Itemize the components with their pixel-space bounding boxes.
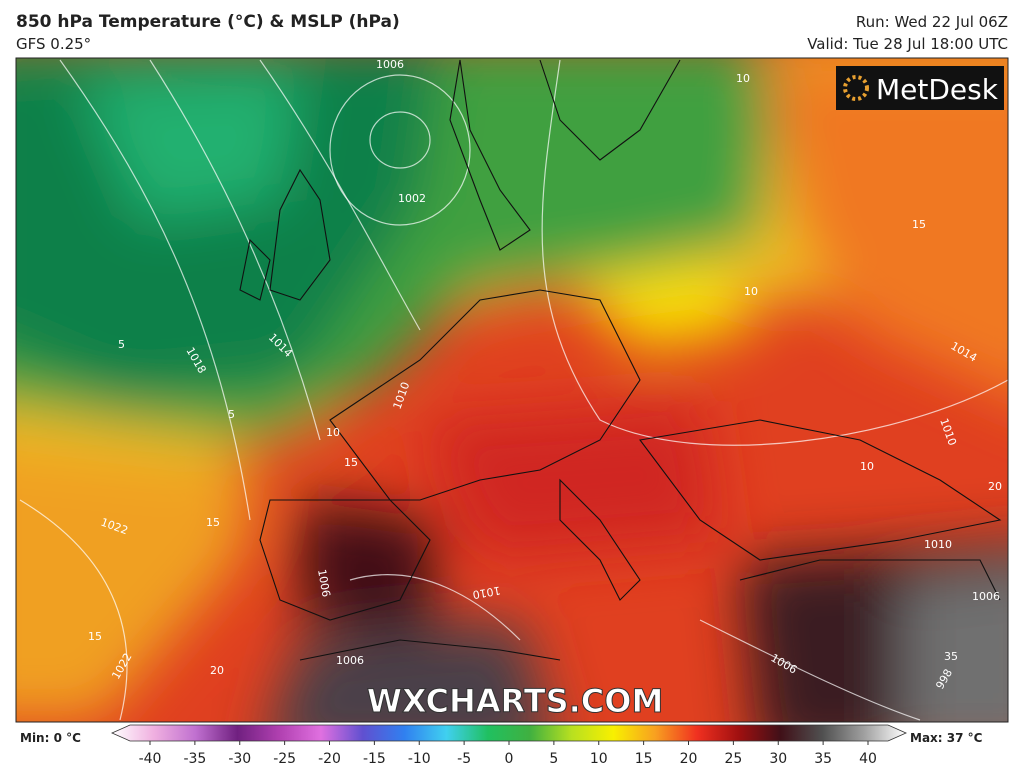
colorbar-tick-label: 0 xyxy=(505,751,514,767)
contour-label: 10 xyxy=(744,285,758,298)
contour-label: 5 xyxy=(118,338,125,351)
watermark: WXCHARTS.COM xyxy=(367,682,664,720)
contour-label: 15 xyxy=(206,516,220,529)
colorbar-tick-label: -30 xyxy=(228,751,251,767)
colorbar-bar xyxy=(111,724,907,742)
colorbar-tick-label: -35 xyxy=(183,751,206,767)
contour-label: 1006 xyxy=(972,590,1000,603)
colorbar-tick-label: -40 xyxy=(139,751,162,767)
title: 850 hPa Temperature (°C) & MSLP (hPa) xyxy=(16,12,400,32)
colorbar-tick-label: -10 xyxy=(408,751,431,767)
contour-label: 1010 xyxy=(472,584,502,602)
contour-label: 10 xyxy=(860,460,874,473)
contour-label: 15 xyxy=(912,218,926,231)
colorbar-tick-label: 25 xyxy=(724,751,742,767)
contour-label: 35 xyxy=(944,650,958,663)
contour-label: 15 xyxy=(88,630,102,643)
colorbar-tick-label: 10 xyxy=(590,751,608,767)
colorbar-tick-label: 15 xyxy=(635,751,653,767)
colorbar: -40 -35 -30 -25 -20 -15 -10 -5 0 5 10 15 20 25 30 35 40 xyxy=(111,724,907,767)
contour-label: 20 xyxy=(210,664,224,677)
colorbar-tick-label: 40 xyxy=(859,751,877,767)
colorbar-tick-label: -20 xyxy=(318,751,341,767)
contour-label: 10 xyxy=(326,426,340,439)
valid-time: Valid: Tue 28 Jul 18:00 UTC xyxy=(807,35,1008,53)
max-label: Max: 37 °C xyxy=(910,731,983,745)
logo: MetDesk xyxy=(836,66,1004,110)
colorbar-tick-label: -5 xyxy=(457,751,471,767)
contour-label: 1006 xyxy=(315,568,333,598)
run-time: Run: Wed 22 Jul 06Z xyxy=(855,13,1008,31)
subtitle: GFS 0.25° xyxy=(16,35,92,53)
min-label: Min: 0 °C xyxy=(20,731,81,745)
colorbar-tick-label: -25 xyxy=(273,751,296,767)
contour-label: 1006 xyxy=(336,654,364,667)
colorbar-tick-label: 30 xyxy=(769,751,787,767)
colorbar-tick-label: 35 xyxy=(814,751,832,767)
contour-label: 20 xyxy=(988,480,1002,493)
colorbar-tick-label: 20 xyxy=(680,751,698,767)
contour-label: 1002 xyxy=(398,192,426,205)
map-frame xyxy=(15,57,1009,723)
contour-label: 15 xyxy=(344,456,358,469)
logo-text: MetDesk xyxy=(876,73,999,106)
temperature-field: 1006 1002 1018 1014 1022 1022 1010 1006 … xyxy=(16,58,1008,722)
colorbar-tick-label: 5 xyxy=(549,751,558,767)
contour-label: 1006 xyxy=(376,58,404,71)
contour-label: 1010 xyxy=(924,538,952,551)
contour-label: 10 xyxy=(736,72,750,85)
colorbar-tick-label: -15 xyxy=(363,751,386,767)
contour-label: 5 xyxy=(228,408,235,421)
